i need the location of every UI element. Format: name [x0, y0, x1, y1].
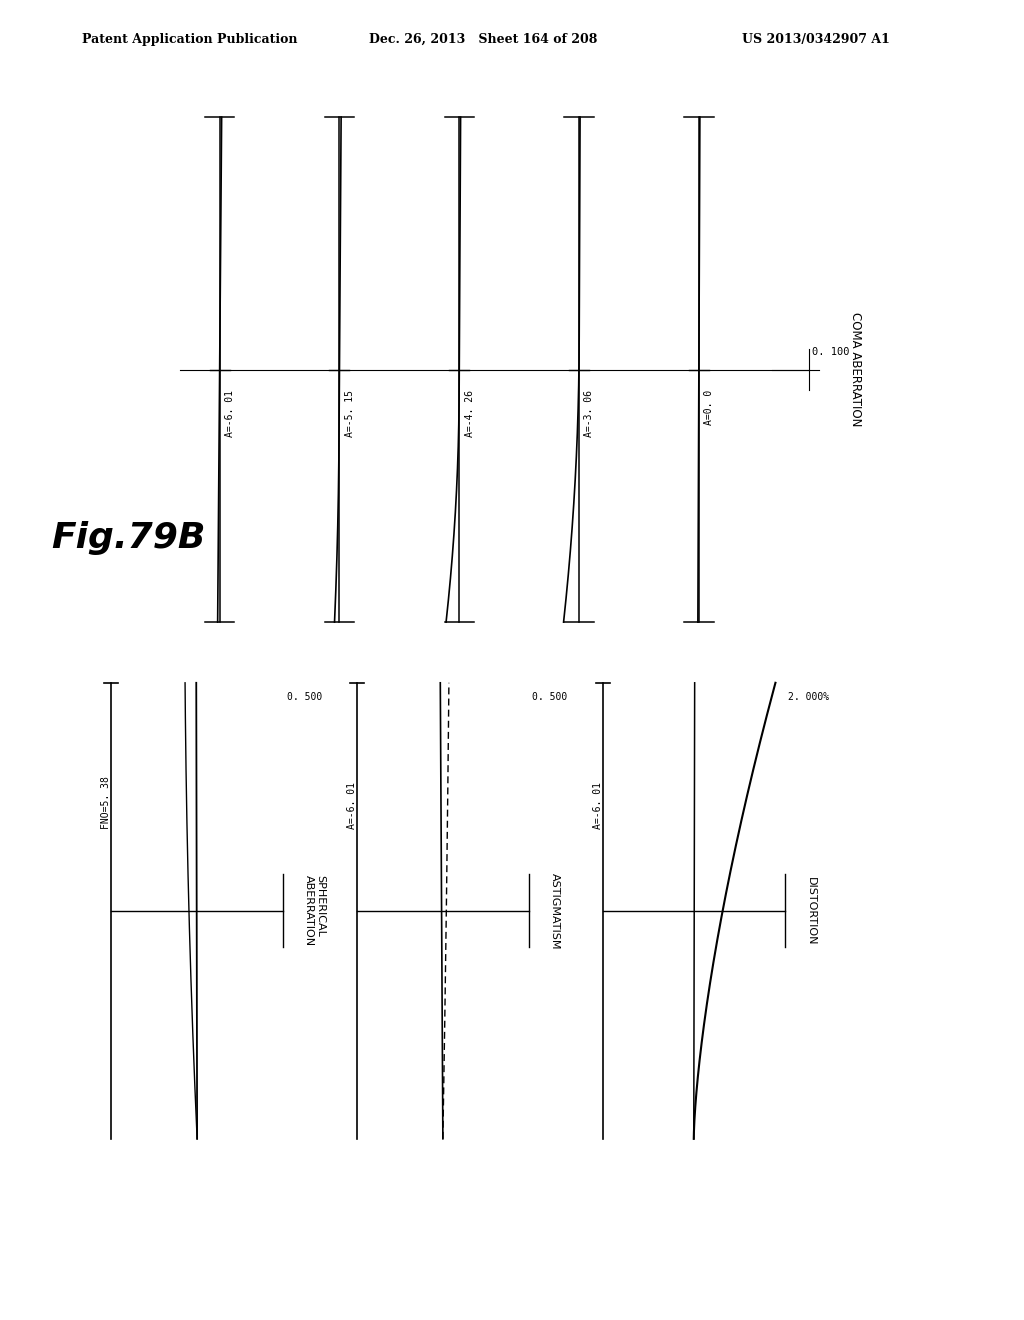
Text: A=-4. 26: A=-4. 26 [465, 389, 474, 437]
Text: Patent Application Publication: Patent Application Publication [82, 33, 297, 46]
Text: A=-5. 15: A=-5. 15 [345, 389, 354, 437]
Text: US 2013/0342907 A1: US 2013/0342907 A1 [742, 33, 890, 46]
Text: A=-6. 01: A=-6. 01 [346, 781, 356, 829]
Text: 0. 500: 0. 500 [532, 692, 567, 702]
Text: SPHERICAL
ABERRATION: SPHERICAL ABERRATION [304, 875, 326, 946]
Text: A=-3. 06: A=-3. 06 [585, 389, 594, 437]
Text: Fig.79B: Fig.79B [51, 521, 206, 556]
Text: A=-6. 01: A=-6. 01 [593, 781, 602, 829]
Text: Dec. 26, 2013   Sheet 164 of 208: Dec. 26, 2013 Sheet 164 of 208 [369, 33, 597, 46]
Text: DISTORTION: DISTORTION [806, 876, 816, 945]
Text: A=0. 0: A=0. 0 [705, 389, 714, 425]
Text: ASTIGMATISM: ASTIGMATISM [550, 873, 560, 949]
Text: 2. 000%: 2. 000% [788, 692, 829, 702]
Text: FNO=5. 38: FNO=5. 38 [100, 776, 111, 829]
Text: 0. 500: 0. 500 [287, 692, 322, 702]
Text: 0. 100: 0. 100 [812, 347, 850, 356]
Text: A=-6. 01: A=-6. 01 [225, 389, 234, 437]
Text: COMA ABERRATION: COMA ABERRATION [849, 313, 862, 426]
